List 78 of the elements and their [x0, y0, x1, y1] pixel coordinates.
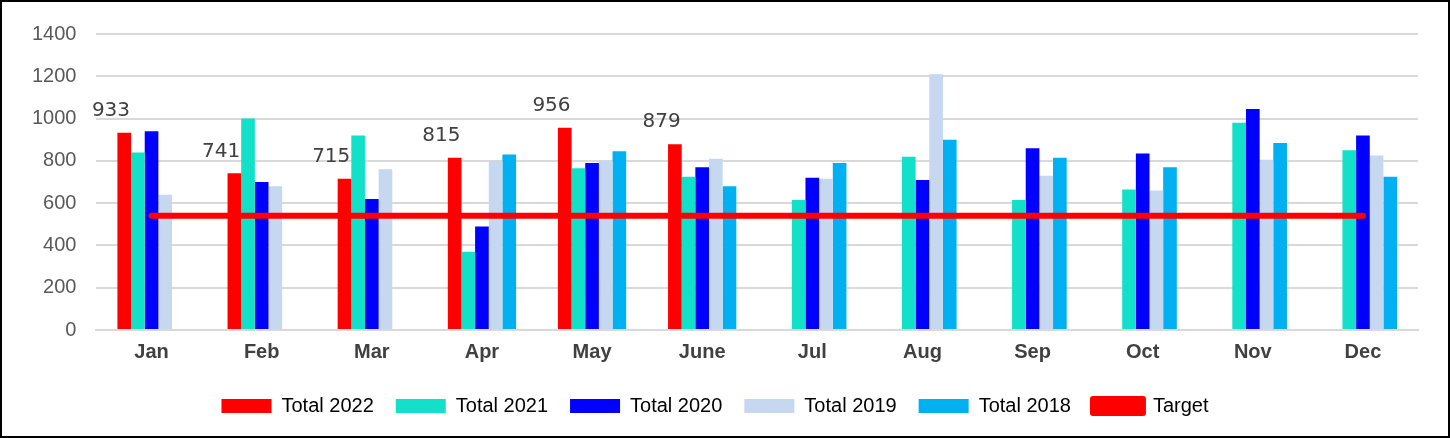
bar [681, 176, 696, 329]
legend-label: Total 2019 [804, 393, 897, 416]
bar [1149, 190, 1164, 329]
legend-label: Total 2022 [281, 393, 374, 416]
bar [1342, 150, 1357, 329]
x-tick-label: May [572, 339, 613, 362]
bar [502, 154, 517, 329]
y-tick-label: 1400 [31, 21, 77, 44]
legend-label: Target [1152, 393, 1209, 416]
bar [805, 177, 820, 329]
x-tick-label: Oct [1126, 339, 1160, 362]
bar [901, 156, 916, 329]
bar [1012, 199, 1026, 329]
bar [1122, 189, 1136, 329]
y-tick-label: 800 [43, 148, 77, 171]
bar [709, 158, 723, 329]
y-tick-label: 1200 [31, 63, 77, 86]
bar [475, 226, 489, 329]
x-tick-label: Nov [1233, 339, 1273, 362]
bar [268, 186, 283, 329]
bar [722, 186, 737, 329]
legend-label: Total 2018 [978, 393, 1071, 416]
bar [158, 194, 173, 329]
bar [364, 198, 379, 329]
bar [571, 168, 586, 329]
legend-label: Total 2020 [630, 393, 723, 416]
legend-label: Total 2021 [455, 393, 549, 416]
bar [144, 131, 159, 329]
bar [241, 118, 255, 329]
data-label: 956 [532, 92, 571, 117]
bar [488, 160, 503, 329]
data-label: 815 [422, 121, 461, 146]
bar [791, 199, 806, 329]
bar [254, 182, 269, 329]
bar [612, 151, 627, 329]
bar [1356, 135, 1370, 329]
bar [1232, 122, 1246, 329]
bar [1259, 159, 1274, 329]
x-tick-label: Apr [464, 339, 500, 362]
bar [1245, 109, 1260, 329]
bar [1039, 175, 1054, 329]
data-label: 715 [312, 143, 351, 168]
data-label: 741 [202, 137, 241, 162]
x-tick-label: Jul [797, 339, 827, 362]
bar [832, 162, 847, 329]
bar [461, 251, 476, 329]
bar [695, 167, 710, 329]
bar [378, 169, 393, 329]
bar [1369, 155, 1384, 329]
x-tick-label: June [678, 339, 726, 362]
bar [351, 135, 365, 329]
y-tick-label: 1000 [31, 106, 77, 129]
bar [1383, 176, 1398, 329]
x-tick-label: Sep [1014, 339, 1051, 362]
y-tick-label: 0 [65, 317, 77, 340]
data-label: 933 [91, 96, 131, 121]
bar [1135, 153, 1150, 329]
x-tick-label: Jan [134, 339, 169, 362]
bar [942, 139, 957, 329]
bar [585, 162, 599, 329]
y-tick-label: 400 [43, 232, 77, 255]
y-tick-label: 200 [43, 275, 77, 298]
x-tick-label: Mar [354, 339, 390, 362]
x-tick-label: Dec [1344, 339, 1382, 362]
x-tick-label: Aug [902, 339, 942, 362]
bar [1025, 148, 1040, 329]
bar [1163, 167, 1177, 329]
bar [819, 178, 833, 329]
bar [598, 160, 613, 329]
y-tick-label: 600 [43, 190, 77, 213]
bar [915, 179, 930, 329]
data-label: 879 [642, 108, 681, 133]
bar [1273, 142, 1287, 329]
bar [929, 74, 943, 329]
bar [1053, 157, 1067, 329]
x-tick-label: Feb [243, 339, 280, 362]
bar [131, 152, 145, 329]
bar [117, 132, 132, 329]
